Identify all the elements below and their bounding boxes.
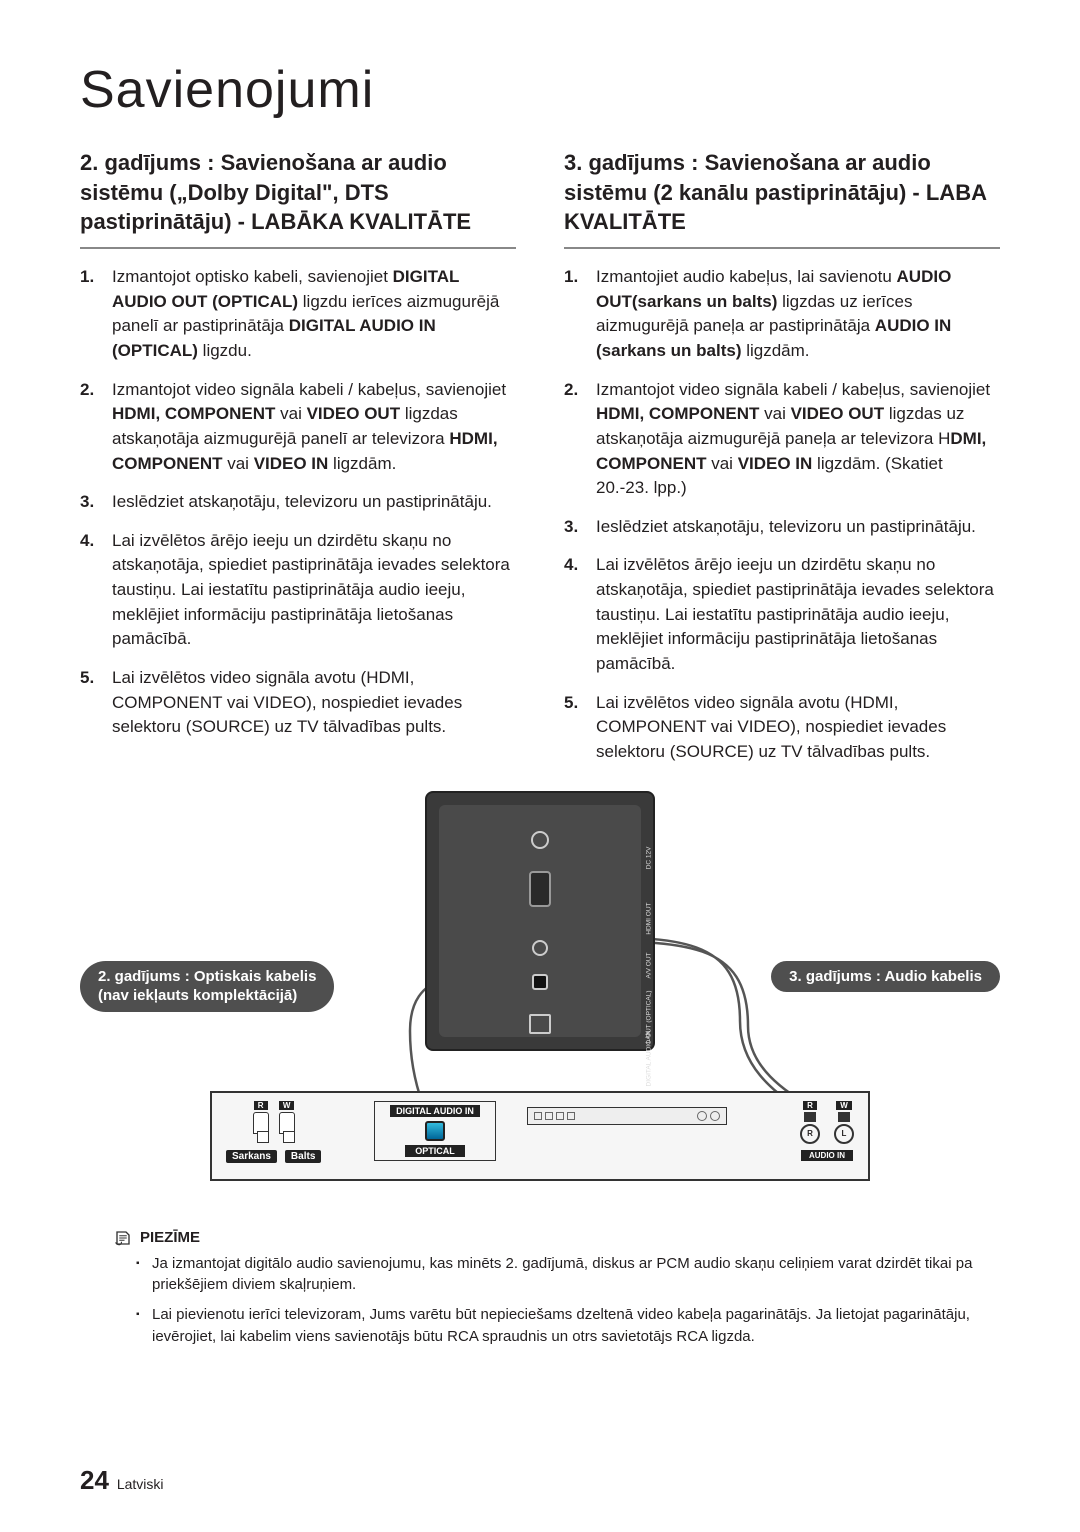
case2-step-4: Lai izvēlētos ārējo ieeju un dzirdētu sk… [80,529,516,652]
case2-step-2: Izmantojot video signāla kabeli / kabeļu… [80,378,516,477]
digital-audio-in-box: DIGITAL AUDIO IN OPTICAL [374,1101,496,1161]
case2-steps: Izmantojot optisko kabeli, savienojiet D… [80,265,516,740]
case2-step-3: Ieslēdziet atskaņotāju, televizoru un pa… [80,490,516,515]
port-hdmi-out [439,877,641,901]
note-icon [114,1229,132,1247]
column-case-3: 3. gadījums : Savienošana ar audio sistē… [564,148,1000,779]
note-item-1: Ja izmantojat digitālo audio savienojumu… [136,1253,1000,1297]
notes-section: PIEZĪME Ja izmantojat digitālo audio sav… [80,1229,1000,1348]
case3-heading: 3. gadījums : Savienošana ar audio sistē… [564,148,1000,249]
label-case3-audio-cable: 3. gadījums : Audio kabelis [771,961,1000,993]
page: Savienojumi 2. gadījums : Savienošana ar… [0,0,1080,1532]
case3-step-3: Ieslēdziet atskaņotāju, televizoru un pa… [564,515,1000,540]
page-footer: 24 Latviski [80,1465,164,1496]
label-dc12v: DC 12V [646,846,653,869]
device-rear-panel: DC 12V HDMI OUT A/V OUT DIGITAL AUDIO OU… [425,791,655,1051]
port-av-out [439,939,641,957]
port-lan [439,1013,641,1035]
label-balts-left: Balts [285,1150,321,1163]
page-number: 24 [80,1465,109,1495]
case2-heading: 2. gadījums : Savienošana ar audio sistē… [80,148,516,249]
label-av-out: A/V OUT [646,952,653,978]
port-optical-out [439,973,641,991]
label-lan: LAN [646,1030,653,1043]
label-case2-optical-cable: 2. gadījums : Optiskais kabelis (nav iek… [80,961,334,1012]
label-sarkans-left: Sarkans [226,1150,277,1163]
optical-port-icon [425,1121,445,1141]
label-optical: OPTICAL [405,1145,465,1157]
case2-step-1: Izmantojot optisko kabeli, savienojiet D… [80,265,516,364]
case3-steps: Izmantojiet audio kabeļus, lai savienotu… [564,265,1000,765]
label-audio-in: AUDIO IN [801,1150,853,1161]
column-case-2: 2. gadījums : Savienošana ar audio sistē… [80,148,516,779]
left-rw-plugs: R W Sarkans Balts [226,1101,321,1163]
two-column-layout: 2. gadījums : Savienošana ar audio sistē… [80,148,1000,779]
note-item-2: Lai pievienotu ierīci televizoram, Jums … [136,1304,1000,1348]
amplifier-rear-panel: R W Sarkans Balts DIGITAL AUDIO IN OPTIC… [210,1091,870,1181]
page-language-label: Latviski [117,1476,164,1492]
case2-step-5: Lai izvēlētos video signāla avotu (HDMI,… [80,666,516,740]
case3-step-5: Lai izvēlētos video signāla avotu (HDMI,… [564,691,1000,765]
page-title: Savienojumi [80,60,1000,120]
label-digital-audio-in: DIGITAL AUDIO IN [390,1105,480,1117]
notes-heading: PIEZĪME [140,1229,200,1246]
audio-in-rca-group: R R W L AUDIO IN [800,1101,854,1161]
case3-step-1: Izmantojiet audio kabeļus, lai savienotu… [564,265,1000,364]
notes-list: Ja izmantojat digitālo audio savienojumu… [114,1253,1000,1348]
center-port-strip [522,1101,732,1125]
case3-step-4: Lai izvēlētos ārējo ieeju un dzirdētu sk… [564,553,1000,676]
label-hdmi-out: HDMI OUT [646,902,653,934]
connection-diagram: DC 12V HDMI OUT A/V OUT DIGITAL AUDIO OU… [80,791,1000,1211]
notes-heading-row: PIEZĪME [114,1229,1000,1247]
port-dc12v [439,831,641,849]
case3-step-2: Izmantojot video signāla kabeli / kabeļu… [564,378,1000,501]
